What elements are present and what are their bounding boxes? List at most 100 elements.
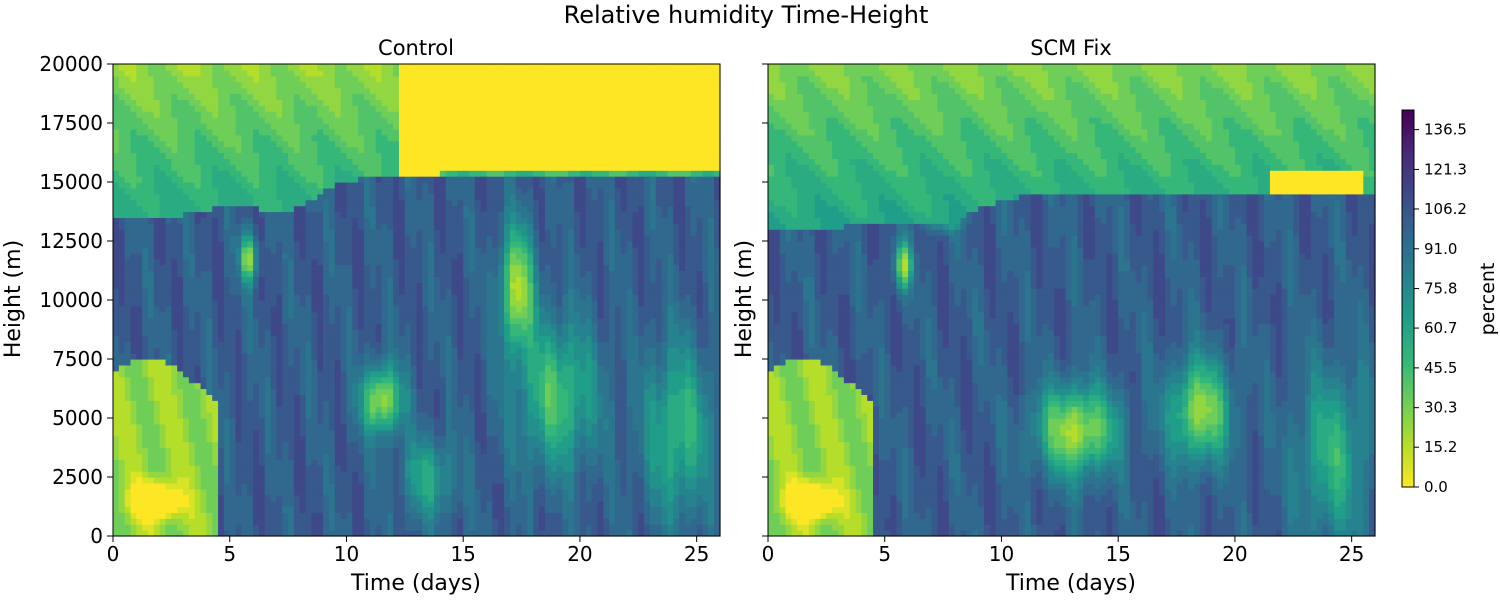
heatmap-cell <box>136 205 143 213</box>
heatmap-cell <box>165 406 172 413</box>
heatmap-cell <box>258 164 266 171</box>
heatmap-cell <box>171 518 178 525</box>
heatmap-cell <box>270 205 278 213</box>
heatmap-cell <box>445 530 453 537</box>
heatmap-cell <box>258 276 266 283</box>
heatmap-cell <box>363 241 371 248</box>
heatmap-cell <box>253 441 260 449</box>
heatmap-cell <box>253 530 260 537</box>
heatmap-cell <box>194 447 202 454</box>
heatmap-cell <box>369 223 377 230</box>
heatmap-cell <box>428 500 435 508</box>
heatmap-cell <box>311 435 318 443</box>
heatmap-cell <box>247 69 254 77</box>
heatmap-cell <box>398 276 406 283</box>
heatmap-cell <box>346 81 353 89</box>
heatmap-cell <box>212 300 219 307</box>
heatmap-cell <box>305 376 313 384</box>
heatmap-cell <box>200 105 207 112</box>
heatmap-cell <box>118 406 126 413</box>
heatmap-cell <box>469 288 476 295</box>
heatmap-cell <box>451 252 458 260</box>
heatmap-cell <box>352 252 359 260</box>
heatmap-cell <box>206 158 213 165</box>
heatmap-cell <box>247 235 254 242</box>
heatmap-cell <box>229 506 237 513</box>
heatmap-cell <box>206 482 213 490</box>
heatmap-cell <box>159 146 167 154</box>
heatmap-cell <box>177 93 184 100</box>
heatmap-cell <box>288 87 295 95</box>
heatmap-cell <box>171 364 178 372</box>
heatmap-cell <box>346 382 353 390</box>
heatmap-cell <box>416 500 423 508</box>
heatmap-cell <box>363 406 371 413</box>
heatmap-cell <box>445 164 453 171</box>
heatmap-cell <box>188 441 196 449</box>
heatmap-cell <box>282 506 289 513</box>
heatmap-cell <box>375 412 383 419</box>
heatmap-cell <box>317 394 324 401</box>
heatmap-cell <box>334 276 342 283</box>
heatmap-cell <box>375 111 383 118</box>
heatmap-cell <box>171 123 178 130</box>
heatmap-cell <box>229 282 237 289</box>
heatmap-cell <box>183 276 190 283</box>
heatmap-cell <box>416 323 423 331</box>
heatmap-cell <box>416 282 423 289</box>
heatmap-cell <box>165 152 172 159</box>
heatmap-cell <box>334 418 342 425</box>
heatmap-cell <box>369 199 377 207</box>
heatmap-cell <box>223 364 231 372</box>
heatmap-cell <box>212 199 219 207</box>
heatmap-cell <box>142 223 149 230</box>
heatmap-cell <box>393 370 400 378</box>
heatmap-cell <box>311 282 318 289</box>
heatmap-cell <box>375 477 383 484</box>
heatmap-cell <box>229 353 237 360</box>
heatmap-cell <box>118 288 126 295</box>
heatmap-cell <box>346 258 353 266</box>
heatmap-cell <box>194 140 202 148</box>
heatmap-cell <box>229 418 237 425</box>
heatmap-cell <box>398 164 406 171</box>
heatmap-cell <box>142 187 149 195</box>
heatmap-cell <box>305 152 313 159</box>
heatmap-cell <box>124 223 132 230</box>
heatmap-cell <box>311 134 318 142</box>
heatmap-cell <box>264 459 272 466</box>
heatmap-cell <box>358 406 365 413</box>
heatmap-cell <box>188 117 196 124</box>
heatmap-cell <box>235 193 243 201</box>
heatmap-cell <box>241 288 248 295</box>
heatmap-cell <box>183 305 190 313</box>
heatmap-cell <box>317 69 324 77</box>
heatmap-cell <box>148 187 155 195</box>
heatmap-cell <box>188 500 196 508</box>
heatmap-cell <box>258 482 266 490</box>
heatmap-cell <box>323 128 330 136</box>
heatmap-cell <box>445 252 453 260</box>
heatmap-cell <box>457 288 464 295</box>
heatmap-cell <box>177 323 184 331</box>
heatmap-cell <box>404 81 412 89</box>
heatmap-cell <box>258 524 266 531</box>
heatmap-cell <box>130 64 137 71</box>
heatmap-cell <box>469 158 476 165</box>
heatmap-cell <box>229 317 237 325</box>
heatmap-cell <box>398 512 406 519</box>
heatmap-cell <box>148 223 155 230</box>
heatmap-cell <box>229 300 237 307</box>
heatmap-cell <box>282 252 289 260</box>
heatmap-cell <box>328 229 336 236</box>
heatmap-cell <box>194 128 202 136</box>
heatmap-cell <box>288 441 295 449</box>
heatmap-cell <box>299 270 307 277</box>
heatmap-cell <box>358 241 365 248</box>
heatmap-cell <box>375 435 383 443</box>
heatmap-cell <box>142 435 149 443</box>
heatmap-cell <box>241 376 248 384</box>
heatmap-cell <box>375 229 383 236</box>
heatmap-cell <box>276 258 283 266</box>
heatmap-cell <box>416 447 423 454</box>
